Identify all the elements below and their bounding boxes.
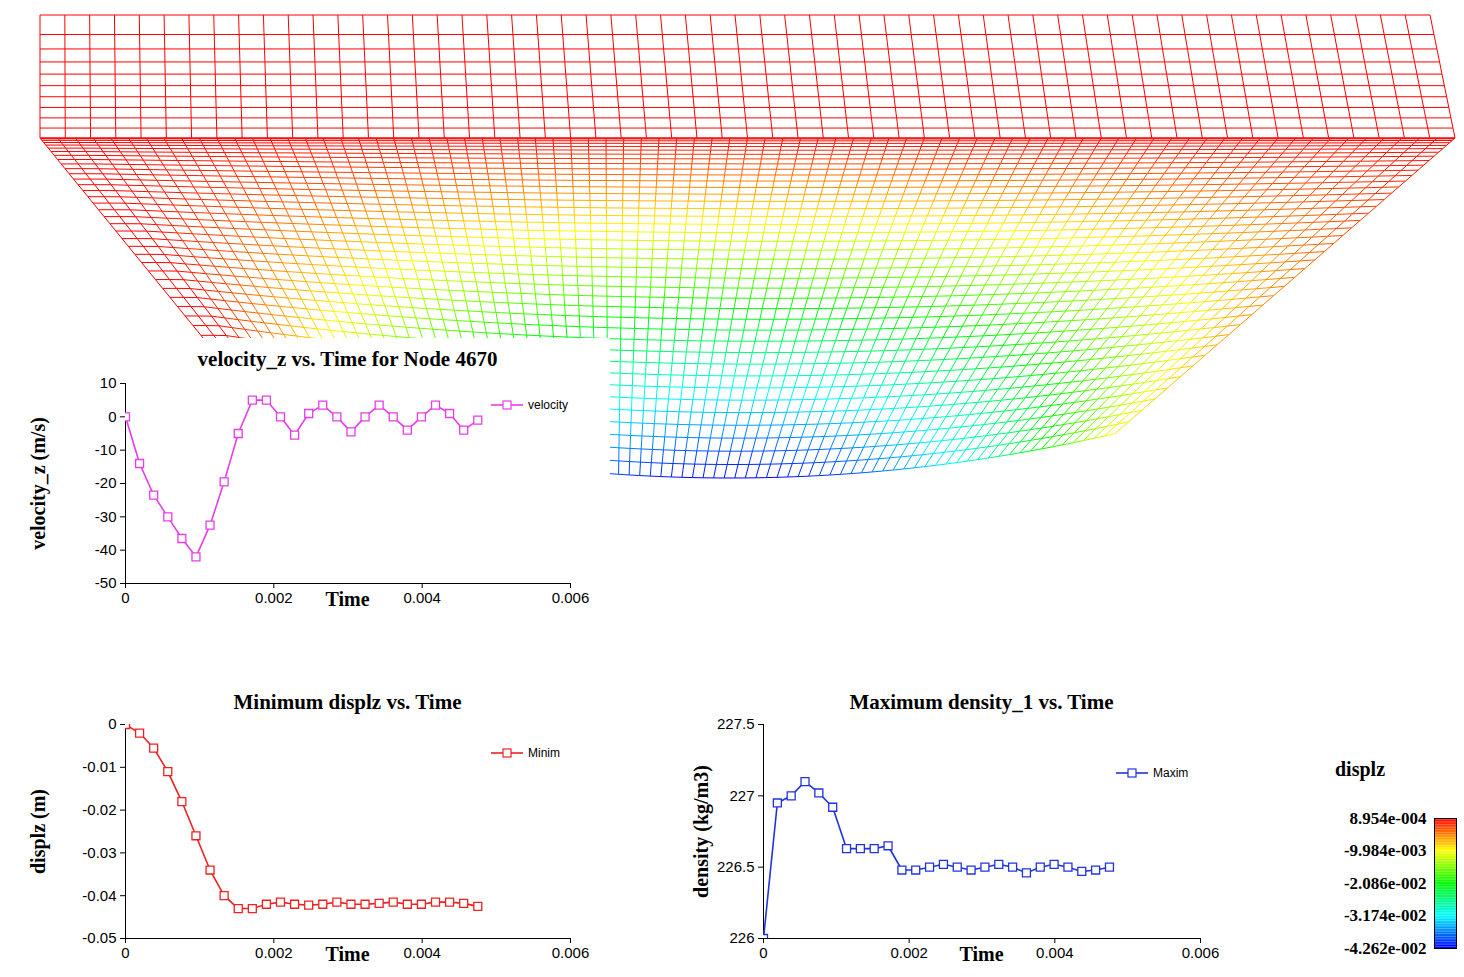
svg-text:-0.03: -0.03 [82, 844, 116, 861]
svg-text:0: 0 [108, 715, 116, 732]
svg-text:-9.984e-003: -9.984e-003 [1344, 841, 1427, 860]
svg-text:-10: -10 [95, 441, 117, 458]
svg-text:0: 0 [121, 589, 129, 606]
html-text:displz: displz [1335, 758, 1385, 780]
svg-text:-3.174e-002: -3.174e-002 [1344, 906, 1427, 925]
html-text:Time: Time [325, 588, 370, 610]
html-text:Minimum displz vs. Time: Minimum displz vs. Time [233, 690, 462, 714]
svg-text:0.006: 0.006 [1182, 944, 1220, 961]
svg-text:0: 0 [121, 944, 129, 961]
svg-text:0.006: 0.006 [552, 944, 590, 961]
svg-text:0.002: 0.002 [890, 944, 928, 961]
svg-text:0.004: 0.004 [403, 944, 441, 961]
svg-text:-20: -20 [95, 474, 117, 491]
svg-text:-40: -40 [95, 541, 117, 558]
svg-text:0: 0 [108, 408, 116, 425]
svg-text:0.004: 0.004 [403, 589, 441, 606]
html-text:Time: Time [325, 943, 370, 965]
svg-text:displz (m): displz (m) [27, 789, 50, 874]
svg-text:0.004: 0.004 [1036, 944, 1074, 961]
svg-text:-2.086e-002: -2.086e-002 [1344, 874, 1427, 893]
svg-text:-30: -30 [95, 508, 117, 525]
svg-text:0: 0 [759, 944, 767, 961]
html-text:Minim: Minim [528, 746, 560, 760]
svg-text:227.5: 227.5 [717, 715, 755, 732]
svg-text:0.006: 0.006 [552, 589, 590, 606]
html-text:Maxim: Maxim [1153, 766, 1189, 780]
svg-text:-0.01: -0.01 [82, 758, 116, 775]
html-text:velocity_z vs. Time for Node 4: velocity_z vs. Time for Node 4670 [197, 347, 498, 371]
svg-text:226.5: 226.5 [717, 858, 755, 875]
svg-text:-0.02: -0.02 [82, 801, 116, 818]
svg-text:226: 226 [729, 929, 754, 946]
svg-text:0.002: 0.002 [255, 944, 293, 961]
svg-text:10: 10 [100, 374, 117, 391]
svg-text:velocity_z (m/s): velocity_z (m/s) [27, 417, 50, 550]
html-text:Maximum density_1 vs. Time: Maximum density_1 vs. Time [849, 690, 1114, 714]
svg-text:density (kg/m3): density (kg/m3) [690, 765, 713, 898]
svg-text:0.002: 0.002 [255, 589, 293, 606]
svg-text:8.954e-004: 8.954e-004 [1350, 809, 1427, 828]
html-text:Time: Time [959, 943, 1004, 965]
svg-text:227: 227 [729, 787, 754, 804]
svg-text:-0.04: -0.04 [82, 887, 116, 904]
svg-text:-0.05: -0.05 [82, 929, 116, 946]
html-text:velocity: velocity [528, 398, 568, 412]
svg-text:-50: -50 [95, 574, 117, 591]
svg-text:-4.262e-002: -4.262e-002 [1344, 939, 1427, 958]
